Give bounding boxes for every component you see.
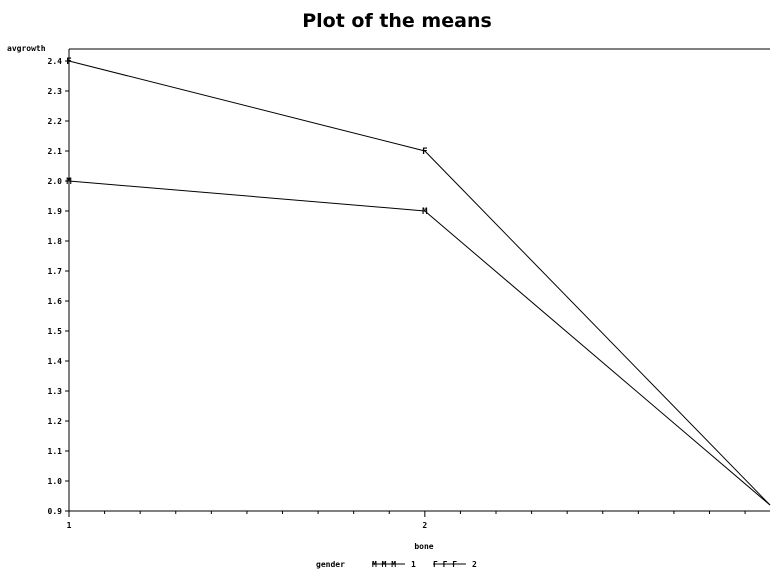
plot-series: F F M M	[66, 57, 771, 506]
y-tick-label: 2.2	[48, 117, 63, 126]
y-tick-label: 1.2	[48, 417, 63, 426]
series-line-2	[68, 180, 771, 506]
data-point: M	[422, 207, 428, 217]
legend-title: gender	[316, 560, 345, 569]
data-point: F	[66, 57, 71, 67]
chart-title: Plot of the means	[302, 10, 492, 32]
legend-label-1: 1	[411, 560, 416, 569]
y-tick-label: 2.0	[48, 177, 63, 186]
legend: gender M M M 1 F F F 2	[316, 560, 477, 569]
axes	[68, 48, 770, 512]
y-axis-ticks: 0.9 1.0 1.1 1.2 1.3 1.4 1.5 1.6 1.7 1.8 1.9 2.0 2.1 2…	[48, 57, 69, 516]
series-line-1	[68, 60, 771, 506]
data-point: M	[66, 177, 72, 187]
x-tick-label: 1	[67, 521, 72, 530]
x-tick-label: 2	[422, 521, 427, 530]
y-tick-label: 1.3	[48, 387, 63, 396]
y-tick-label: 1.0	[48, 477, 63, 486]
y-axis-label: avgrowth	[7, 44, 46, 53]
y-tick-label: 2.3	[48, 87, 63, 96]
y-tick-label: 1.4	[48, 357, 63, 366]
y-tick-label: 1.8	[48, 237, 63, 246]
y-tick-label: 0.9	[48, 507, 63, 516]
y-tick-label: 2.4	[48, 57, 63, 66]
y-tick-label: 1.5	[48, 327, 63, 336]
legend-symbols-2: F F F	[433, 560, 457, 569]
y-tick-label: 1.9	[48, 207, 63, 216]
y-tick-label: 1.6	[48, 297, 63, 306]
y-tick-label: 1.7	[48, 267, 63, 276]
x-axis-label: bone	[414, 542, 433, 551]
data-point: F	[422, 147, 427, 157]
y-tick-label: 2.1	[48, 147, 63, 156]
legend-symbols-1: M M M	[372, 560, 396, 569]
y-tick-label: 1.1	[48, 447, 63, 456]
legend-label-2: 2	[472, 560, 477, 569]
